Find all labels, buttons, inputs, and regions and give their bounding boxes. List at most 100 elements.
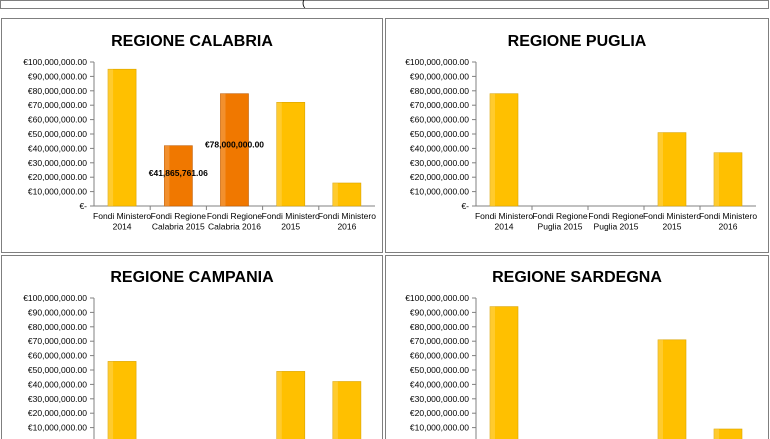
y-tick-label: €20,000,000.00 — [410, 408, 469, 418]
y-tick-label: €80,000,000.00 — [28, 86, 87, 96]
y-tick-label: €30,000,000.00 — [28, 158, 87, 168]
y-tick-label: €70,000,000.00 — [28, 100, 87, 110]
y-tick-label: €80,000,000.00 — [410, 322, 469, 332]
x-tick-label: Fondi Regione — [151, 211, 207, 221]
bar — [713, 428, 743, 439]
x-tick-label: Fondi Ministero — [699, 211, 757, 221]
x-tick-label: Fondi Ministero — [262, 211, 320, 221]
x-tick-label: Calabria 2016 — [208, 222, 261, 232]
x-tick-label: Fondi Regione — [532, 211, 588, 221]
header-box — [0, 0, 769, 9]
bar-highlight — [332, 381, 338, 439]
y-tick-label: €90,000,000.00 — [410, 71, 469, 81]
bar — [332, 381, 362, 439]
header-text: ( — [302, 0, 306, 9]
x-tick-label: Calabria 2015 — [152, 222, 205, 232]
y-tick-label: €20,000,000.00 — [28, 172, 87, 182]
bar-highlight — [490, 93, 495, 206]
y-tick-label: €100,000,000.00 — [23, 293, 87, 303]
chart-border — [1, 255, 383, 439]
y-tick-label: €60,000,000.00 — [410, 115, 469, 125]
bar-highlight — [658, 339, 663, 439]
y-tick-label: €100,000,000.00 — [405, 57, 469, 67]
bar-highlight — [332, 183, 338, 206]
chart-border — [385, 18, 769, 253]
y-tick-label: €70,000,000.00 — [410, 336, 469, 346]
y-tick-label: €50,000,000.00 — [28, 129, 87, 139]
chart-border — [1, 18, 383, 253]
y-tick-label: €40,000,000.00 — [410, 379, 469, 389]
x-tick-label: 2015 — [281, 222, 300, 232]
bar — [657, 339, 687, 439]
x-tick-label: 2015 — [663, 222, 682, 232]
chart-panel: REGIONE CALABRIA €- €10,000,000.00 €20,000,… — [1, 18, 383, 253]
bar — [107, 361, 137, 439]
y-tick-label: €40,000,000.00 — [410, 143, 469, 153]
y-tick-label: €70,000,000.00 — [28, 336, 87, 346]
bar-highlight — [658, 132, 663, 206]
x-tick-label: Fondi Ministero — [475, 211, 533, 221]
x-tick-label: Fondi Regione — [207, 211, 263, 221]
bar — [489, 93, 519, 207]
y-tick-label: €10,000,000.00 — [410, 187, 469, 197]
bar-highlight — [220, 93, 226, 206]
y-tick-label: €50,000,000.00 — [410, 129, 469, 139]
x-tick-label: Fondi Regione — [588, 211, 644, 221]
bar — [276, 371, 306, 439]
data-label: €78,000,000.00 — [205, 140, 264, 150]
y-tick-label: €60,000,000.00 — [28, 115, 87, 125]
y-tick-label: €- — [79, 437, 87, 439]
y-tick-label: €100,000,000.00 — [23, 57, 87, 67]
bar — [657, 132, 687, 207]
x-tick-label: 2016 — [719, 222, 738, 232]
x-tick-label: 2016 — [337, 222, 356, 232]
y-tick-label: €10,000,000.00 — [28, 187, 87, 197]
x-tick-label: Puglia 2015 — [594, 222, 639, 232]
bar-highlight — [108, 361, 114, 439]
y-tick-label: €40,000,000.00 — [28, 143, 87, 153]
bar-highlight — [108, 69, 114, 206]
y-tick-label: €60,000,000.00 — [410, 351, 469, 361]
y-tick-label: €90,000,000.00 — [410, 307, 469, 317]
bar — [164, 145, 193, 207]
x-tick-label: Fondi Ministero — [93, 211, 151, 221]
chart-title: REGIONE CAMPANIA — [110, 269, 274, 286]
chart-border — [385, 255, 769, 439]
y-tick-label: €- — [461, 201, 469, 211]
chart-panel: REGIONE CAMPANIA €- €10,000,000.00 €20,000,… — [1, 255, 383, 439]
bar-highlight — [490, 306, 495, 439]
y-tick-label: €80,000,000.00 — [28, 322, 87, 332]
bar — [220, 93, 249, 207]
bar — [489, 306, 519, 439]
x-tick-label: 2014 — [113, 222, 132, 232]
x-tick-label: Puglia 2015 — [538, 222, 583, 232]
y-tick-label: €90,000,000.00 — [28, 307, 87, 317]
y-tick-label: €- — [79, 201, 87, 211]
y-tick-label: €10,000,000.00 — [410, 423, 469, 433]
chart-grid: REGIONE CALABRIA €- €10,000,000.00 €20,000,… — [1, 18, 769, 439]
y-tick-label: €40,000,000.00 — [28, 379, 87, 389]
y-tick-label: €- — [461, 437, 469, 439]
bar — [713, 152, 743, 207]
y-tick-label: €100,000,000.00 — [405, 293, 469, 303]
x-tick-label: Fondi Ministero — [643, 211, 701, 221]
y-tick-label: €70,000,000.00 — [410, 100, 469, 110]
bar — [107, 68, 137, 207]
y-tick-label: €30,000,000.00 — [28, 394, 87, 404]
chart-title: REGIONE SARDEGNA — [492, 269, 662, 286]
chart-panel: REGIONE SARDEGNA €- €10,000,000.00 €20,000,… — [385, 255, 769, 439]
bar-highlight — [276, 371, 282, 439]
y-tick-label: €10,000,000.00 — [28, 423, 87, 433]
bar-highlight — [276, 102, 282, 206]
x-tick-label: Fondi Ministero — [318, 211, 376, 221]
bar-highlight — [164, 145, 170, 206]
bar-highlight — [714, 152, 719, 206]
chart-panel: REGIONE PUGLIA €- €10,000,000.00 €20,000,00… — [385, 18, 769, 253]
bar-highlight — [714, 429, 719, 439]
y-tick-label: €90,000,000.00 — [28, 71, 87, 81]
data-label: €41,865,761.06 — [149, 168, 208, 178]
y-tick-label: €50,000,000.00 — [28, 365, 87, 375]
y-tick-label: €30,000,000.00 — [410, 394, 469, 404]
